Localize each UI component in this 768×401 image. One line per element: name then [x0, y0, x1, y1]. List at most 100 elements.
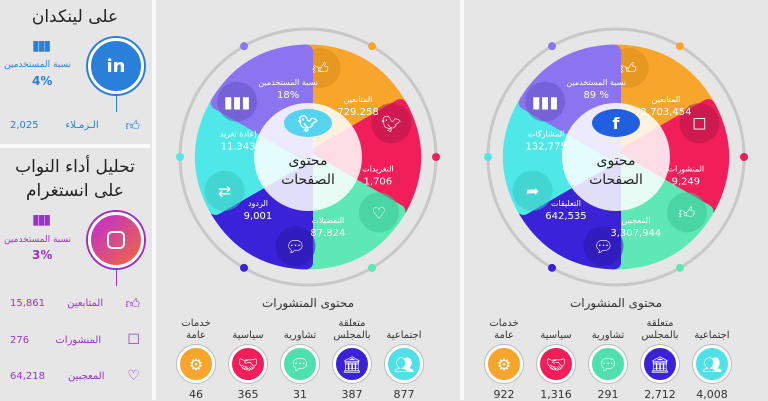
category-label: سياسية: [232, 330, 264, 341]
ring-dot: [740, 153, 748, 161]
people-icon: 👥︎: [385, 345, 423, 383]
center-title-line2: الصفحات: [589, 172, 643, 188]
instagram-users-value: 3%: [32, 248, 53, 262]
facebook-logo-icon: [592, 109, 640, 137]
petal-value: 3,307,944: [610, 228, 661, 239]
petal-value: 132,775: [525, 142, 566, 153]
petal-value: 18%: [277, 90, 299, 101]
instagram-posts-value: 276: [10, 334, 30, 346]
petal-value: 9,001: [244, 211, 273, 222]
panel-divider: [460, 0, 464, 400]
petal-shade: [679, 103, 720, 144]
instagram-followers-value: 15,861: [10, 297, 45, 309]
ring-dot: [368, 263, 376, 272]
ring-dot: [240, 263, 248, 272]
instagram-users-label: نسبة المستخدمين: [4, 235, 72, 245]
instagram-title-line2: على انستغرام: [26, 181, 124, 201]
petal-shade: [583, 226, 624, 267]
bar-chart-icon: ▮▮▮: [532, 93, 558, 112]
category-label: اجتماعية: [386, 330, 422, 341]
ring-dot: [548, 42, 556, 51]
instagram-row: 64,218 المعجبين ♡: [10, 366, 140, 386]
ring-dot: [676, 263, 684, 272]
linkedin-colleagues-value: 2,025: [10, 119, 39, 131]
category-label: سياسية: [540, 330, 572, 341]
handshake-icon: 🤝︎: [229, 345, 267, 383]
petal-shade: [217, 81, 258, 122]
share-icon: ➦: [526, 182, 539, 201]
left-panel: على لينكدان in ▮▮▮ نسبة المستخدمين 4% 2,…: [0, 0, 150, 400]
petal-label: نسبة المستخدمين: [258, 78, 318, 87]
petal-value: 11.343: [221, 142, 256, 153]
category-value: 922: [493, 388, 515, 401]
instagram-row: 15,861 المتابعين 👍︎: [10, 293, 140, 313]
category-value: 2,712: [644, 388, 676, 401]
ring-dot: [176, 153, 184, 161]
thumbs-up-icon: 👍︎: [125, 295, 140, 312]
petal-value: 642,535: [545, 211, 586, 222]
thumbs-up-icon: 👍︎: [312, 59, 329, 78]
petal-shade: [204, 170, 245, 211]
petal-label: إعادة تغريد: [220, 130, 257, 140]
petal-value: 87.824: [310, 228, 345, 239]
category-label: تشاورية: [283, 330, 317, 341]
facebook-panel: 👍︎ ☐ 👍︎ 💬︎ ➦ ▮▮▮ f محتوى الصفحات المتابعين 2,703,4…: [464, 0, 768, 401]
instagram-likes-value: 64,218: [10, 370, 45, 382]
petal-shade: [512, 170, 553, 211]
petal-label: المنشورات: [668, 164, 705, 173]
category-label: اجتماعية: [694, 330, 730, 341]
category-value: 387: [341, 388, 363, 401]
ring-dot: [484, 153, 492, 161]
ring-dot: [368, 42, 376, 51]
parliament-icon: 🏛︎: [333, 345, 371, 383]
category-value: 31: [293, 388, 307, 401]
speech-bubble-icon: 💬︎: [285, 237, 305, 256]
bird-icon: 🐦︎: [381, 114, 401, 133]
petal-label: المتابعين: [652, 95, 681, 104]
linkedin-connector: [116, 96, 117, 112]
linkedin-logo-icon: in: [88, 38, 144, 94]
thumbs-up-icon: 👍︎: [679, 203, 696, 222]
petal-label: المشاركات: [528, 130, 565, 139]
linkedin-title: على لينكدان: [31, 7, 119, 27]
handshake-icon: 🤝︎: [537, 345, 575, 383]
petal-label: الردود: [248, 199, 268, 208]
linkedin-users-label: نسبة المستخدمين: [4, 60, 72, 70]
petal-label: المتابعين: [344, 95, 373, 104]
petal-shade: [525, 81, 566, 122]
heart-icon: ♡: [127, 368, 140, 384]
petal-value: 729.258: [337, 107, 378, 118]
posts-content-title: محتوى المنشورات: [569, 296, 663, 310]
category-value: 1,316: [540, 388, 572, 401]
petal-value: 1,706: [364, 176, 393, 187]
twitter-panel: 👍︎ 🐦︎ ♡ 💬︎ ⇄ ▮▮▮ 🐦︎ محتوى الصفحات المتابعين 729.25…: [156, 0, 460, 401]
ring-dot: [548, 263, 556, 272]
category-label: متعلقة بالمجلس: [333, 318, 371, 341]
thumbs-up-icon: 👍︎: [125, 117, 140, 134]
instagram-likes-label: المعجبين: [67, 370, 105, 382]
gear-hand-icon: ⚙: [177, 345, 215, 383]
retweet-icon: ⇄: [218, 182, 231, 201]
center-circle: [562, 103, 670, 211]
petal-shade: [275, 226, 316, 267]
bar-chart-icon: ▮▮▮: [32, 212, 51, 228]
petal-shade: [358, 192, 399, 233]
petal-label: المعجبين: [621, 216, 650, 225]
petal-label: نسبة المستخدمين: [566, 78, 626, 87]
petal-label: التغريدات: [362, 164, 394, 173]
twitter-logo-icon: [284, 109, 332, 137]
petal-shade: [371, 103, 412, 144]
linkedin-users-value: 4%: [32, 74, 53, 88]
ring-dot: [240, 42, 248, 51]
twitter-logo-glyph: 🐦︎: [298, 114, 318, 133]
bar-chart-icon: ▮▮▮: [224, 93, 250, 112]
petal-label: التفضيلات: [311, 216, 344, 225]
linkedin-colleagues-row: 2,025 الـزمـلاء 👍︎: [10, 115, 140, 135]
heart-icon: ♡: [372, 203, 386, 222]
panel-divider: [152, 0, 156, 400]
instagram-posts-label: المنشورات: [55, 334, 102, 346]
ring-dot: [432, 153, 440, 161]
instagram-followers-label: المتابعين: [67, 297, 104, 309]
facebook-logo-glyph: f: [613, 114, 621, 133]
ring-dot: [676, 42, 684, 51]
